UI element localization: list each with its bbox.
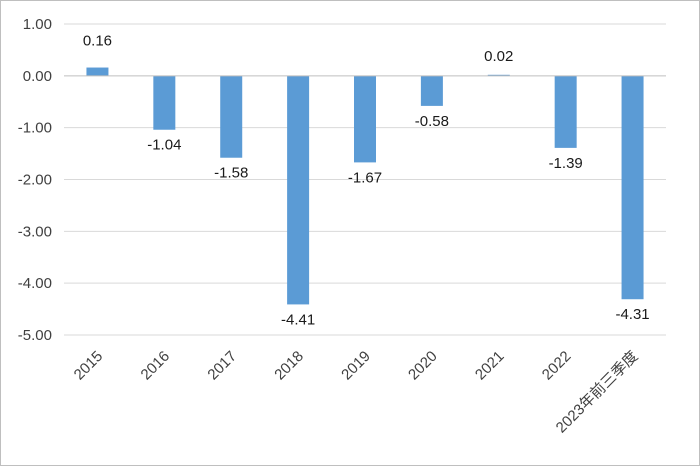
bar xyxy=(621,75,644,300)
y-tick-label: -3.00 xyxy=(18,223,52,240)
y-tick-label: 1.00 xyxy=(23,16,52,33)
data-label: -4.41 xyxy=(281,311,315,328)
bar xyxy=(220,75,243,158)
x-tick-label: 2019 xyxy=(338,348,374,384)
x-tick-label: 2021 xyxy=(472,348,508,384)
bar xyxy=(487,74,510,76)
bar xyxy=(354,75,376,163)
bar xyxy=(287,75,310,305)
data-label: -1.39 xyxy=(549,155,583,172)
x-tick-label: 2017 xyxy=(204,348,240,384)
y-tick-label: -4.00 xyxy=(18,275,52,292)
x-tick-label: 2022 xyxy=(539,348,575,384)
x-axis-labels: 2015 2016 2017 2018 2019 2020 2021 20222023年前三季… xyxy=(71,348,642,437)
bar xyxy=(420,75,443,106)
data-label: -0.58 xyxy=(415,113,449,130)
x-tick-label: 2016 xyxy=(138,348,174,384)
data-label: 0.16 xyxy=(83,33,112,50)
x-tick-label: 2020 xyxy=(405,348,441,384)
bar xyxy=(153,75,176,130)
data-label: -1.58 xyxy=(214,165,248,182)
data-label: 0.02 xyxy=(484,48,513,65)
data-labels: 0.16 -1.04 -1.58 -4.41 -1.67 -0.58 0.02 -1.39 -4… xyxy=(83,33,650,329)
y-tick-label: -5.00 xyxy=(18,327,52,344)
data-label: -4.31 xyxy=(615,306,649,323)
bar xyxy=(86,67,109,76)
bar xyxy=(554,75,577,148)
y-tick-label: -2.00 xyxy=(18,172,52,189)
bars xyxy=(86,67,644,305)
x-tick-label: 2015 xyxy=(71,348,107,384)
data-label: -1.04 xyxy=(147,137,181,154)
data-label: -1.67 xyxy=(348,169,382,186)
y-axis-ticks: 1.00 0.00 -1.00 -2.00 -3.00 -4.00 -5.00 xyxy=(18,16,52,344)
y-tick-label: -1.00 xyxy=(18,120,52,137)
y-tick-label: 0.00 xyxy=(23,68,52,85)
x-tick-label: 2018 xyxy=(271,348,307,384)
